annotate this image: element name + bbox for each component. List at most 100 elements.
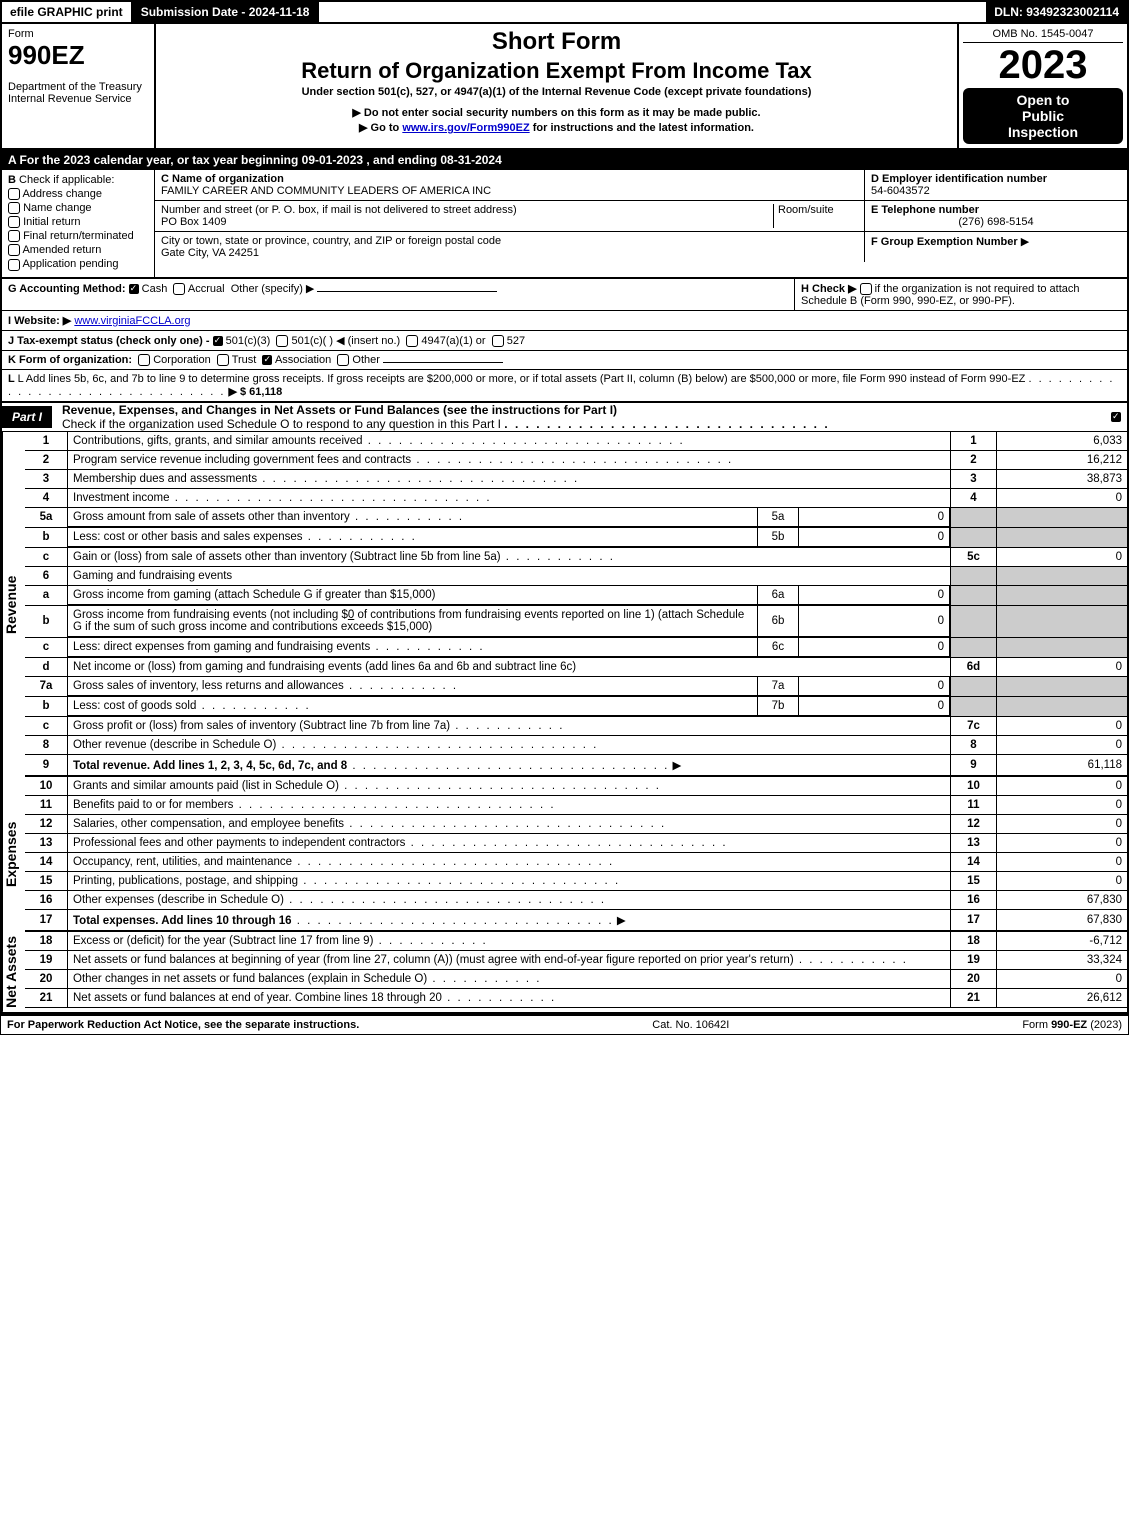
website-link[interactable]: www.virginiaFCCLA.org <box>74 315 190 327</box>
line-7b-gray-val <box>997 696 1128 716</box>
line-1: 1Contributions, gifts, grants, and simil… <box>25 432 1127 451</box>
line-6c-gray <box>951 637 997 657</box>
line-10-desc: Grants and similar amounts paid (list in… <box>73 780 339 792</box>
section-f: F Group Exemption Number ▶ <box>865 232 1127 262</box>
line-8-val: 0 <box>997 735 1128 754</box>
j-527: 527 <box>507 335 525 347</box>
h-label: H Check ▶ <box>801 283 857 295</box>
line-7a-gray-val <box>997 676 1128 696</box>
line-5a-subval: 0 <box>799 508 950 527</box>
j-501c-checkbox[interactable] <box>276 335 288 347</box>
line-14-val: 0 <box>997 852 1128 871</box>
form-number: 990EZ <box>8 40 148 71</box>
chk-application-pending[interactable]: Application pending <box>8 258 148 270</box>
line-9-num: 9 <box>951 754 997 776</box>
line-17: 17Total expenses. Add lines 10 through 1… <box>25 909 1127 931</box>
line-6d: dNet income or (loss) from gaming and fu… <box>25 657 1127 676</box>
j-501c3-checkbox[interactable] <box>213 336 223 346</box>
line-18-desc: Excess or (deficit) for the year (Subtra… <box>73 935 373 947</box>
k-trust-checkbox[interactable] <box>217 354 229 366</box>
line-7a-sub: 7a <box>758 677 799 696</box>
chk-final-return[interactable]: Final return/terminated <box>8 230 148 242</box>
return-title: Return of Organization Exempt From Incom… <box>160 58 953 84</box>
line-20-desc: Other changes in net assets or fund bala… <box>73 973 427 985</box>
line-2: 2 Program service revenue including gover… <box>25 450 1127 469</box>
line-2-num: 2 <box>951 450 997 469</box>
line-4-num: 4 <box>951 488 997 507</box>
k-corp: Corporation <box>153 354 210 366</box>
j-527-checkbox[interactable] <box>492 335 504 347</box>
line-5b: bLess: cost or other basis and sales exp… <box>25 527 1127 547</box>
line-11-desc: Benefits paid to or for members <box>73 799 233 811</box>
chk-label-pending: Application pending <box>22 258 118 270</box>
line-5b-gray-val <box>997 527 1128 547</box>
k-assoc-checkbox[interactable] <box>262 355 272 365</box>
line-6-gray-val <box>997 566 1128 585</box>
section-d: D Employer identification number 54-6043… <box>865 170 1127 201</box>
line-6c-sub: 6c <box>758 638 799 657</box>
section-c-city: City or town, state or province, country… <box>155 232 865 262</box>
k-other-line[interactable] <box>383 362 503 363</box>
city-label: City or town, state or province, country… <box>161 235 501 247</box>
goto-link[interactable]: www.irs.gov/Form990EZ <box>402 122 529 134</box>
line-6b-gray-val <box>997 605 1128 637</box>
line-5b-gray <box>951 527 997 547</box>
k-corp-checkbox[interactable] <box>138 354 150 366</box>
l-amount: ▶ $ 61,118 <box>228 386 282 398</box>
line-6c-subval: 0 <box>799 638 950 657</box>
line-5a-sub: 5a <box>758 508 799 527</box>
line-5c-val: 0 <box>997 547 1128 566</box>
line-7a-gray <box>951 676 997 696</box>
line-19-num: 19 <box>951 950 997 969</box>
line-6a-gray-val <box>997 585 1128 605</box>
h-checkbox[interactable] <box>860 283 872 295</box>
g-cash-checkbox[interactable] <box>129 284 139 294</box>
line-5a: 5aGross amount from sale of assets other… <box>25 507 1127 527</box>
line-3-val: 38,873 <box>997 469 1128 488</box>
line-16-desc: Other expenses (describe in Schedule O) <box>73 894 284 906</box>
netassets-section: Net Assets 18Excess or (deficit) for the… <box>0 932 1129 1014</box>
inspection: Inspection <box>967 124 1119 140</box>
chk-label-amended: Amended return <box>22 244 101 256</box>
line-9-desc: Total revenue. Add lines 1, 2, 3, 4, 5c,… <box>73 760 347 772</box>
chk-label-address: Address change <box>22 188 102 200</box>
line-6b: bGross income from fundraising events (n… <box>25 605 1127 637</box>
line-16: 16Other expenses (describe in Schedule O… <box>25 890 1127 909</box>
line-7c-desc: Gross profit or (loss) from sales of inv… <box>73 720 450 732</box>
g-label: G Accounting Method: <box>8 283 126 295</box>
omb-number: OMB No. 1545-0047 <box>963 28 1123 43</box>
expenses-side-label: Expenses <box>2 777 25 932</box>
header-right: OMB No. 1545-0047 2023 Open to Public In… <box>959 24 1127 148</box>
g-accrual-checkbox[interactable] <box>173 283 185 295</box>
k-label: K Form of organization: <box>8 354 132 366</box>
line-6: 6Gaming and fundraising events <box>25 566 1127 585</box>
line-19-val: 33,324 <box>997 950 1128 969</box>
g-other-line[interactable] <box>317 291 497 292</box>
line-2-desc: Program service revenue including govern… <box>73 454 411 466</box>
k-other-checkbox[interactable] <box>337 354 349 366</box>
line-6c: cLess: direct expenses from gaming and f… <box>25 637 1127 657</box>
section-i: I Website: ▶ www.virginiaFCCLA.org <box>0 311 1129 331</box>
line-3-desc: Membership dues and assessments <box>73 473 257 485</box>
section-gh: G Accounting Method: Cash Accrual Other … <box>0 279 1129 311</box>
chk-initial-return[interactable]: Initial return <box>8 216 148 228</box>
line-7c-val: 0 <box>997 716 1128 735</box>
footer-right-pre: Form <box>1022 1019 1051 1031</box>
chk-amended-return[interactable]: Amended return <box>8 244 148 256</box>
chk-address-change[interactable]: Address change <box>8 188 148 200</box>
line-7c: cGross profit or (loss) from sales of in… <box>25 716 1127 735</box>
line-7c-num: 7c <box>951 716 997 735</box>
footer-right-bold: 990-EZ <box>1051 1019 1087 1031</box>
line-7b: bLess: cost of goods sold7b0 <box>25 696 1127 716</box>
public: Public <box>967 108 1119 124</box>
chk-name-change[interactable]: Name change <box>8 202 148 214</box>
expenses-section: Expenses 10Grants and similar amounts pa… <box>0 777 1129 932</box>
line-13-desc: Professional fees and other payments to … <box>73 837 405 849</box>
addr: PO Box 1409 <box>161 216 226 228</box>
part-i-schedule-o-checkbox[interactable] <box>1111 412 1121 422</box>
section-j: J Tax-exempt status (check only one) - 5… <box>0 331 1129 351</box>
chk-label-initial: Initial return <box>23 216 80 228</box>
j-4947-checkbox[interactable] <box>406 335 418 347</box>
line-7b-subval: 0 <box>799 697 950 716</box>
j-501c: 501(c)( ) ◀ (insert no.) <box>291 335 400 347</box>
